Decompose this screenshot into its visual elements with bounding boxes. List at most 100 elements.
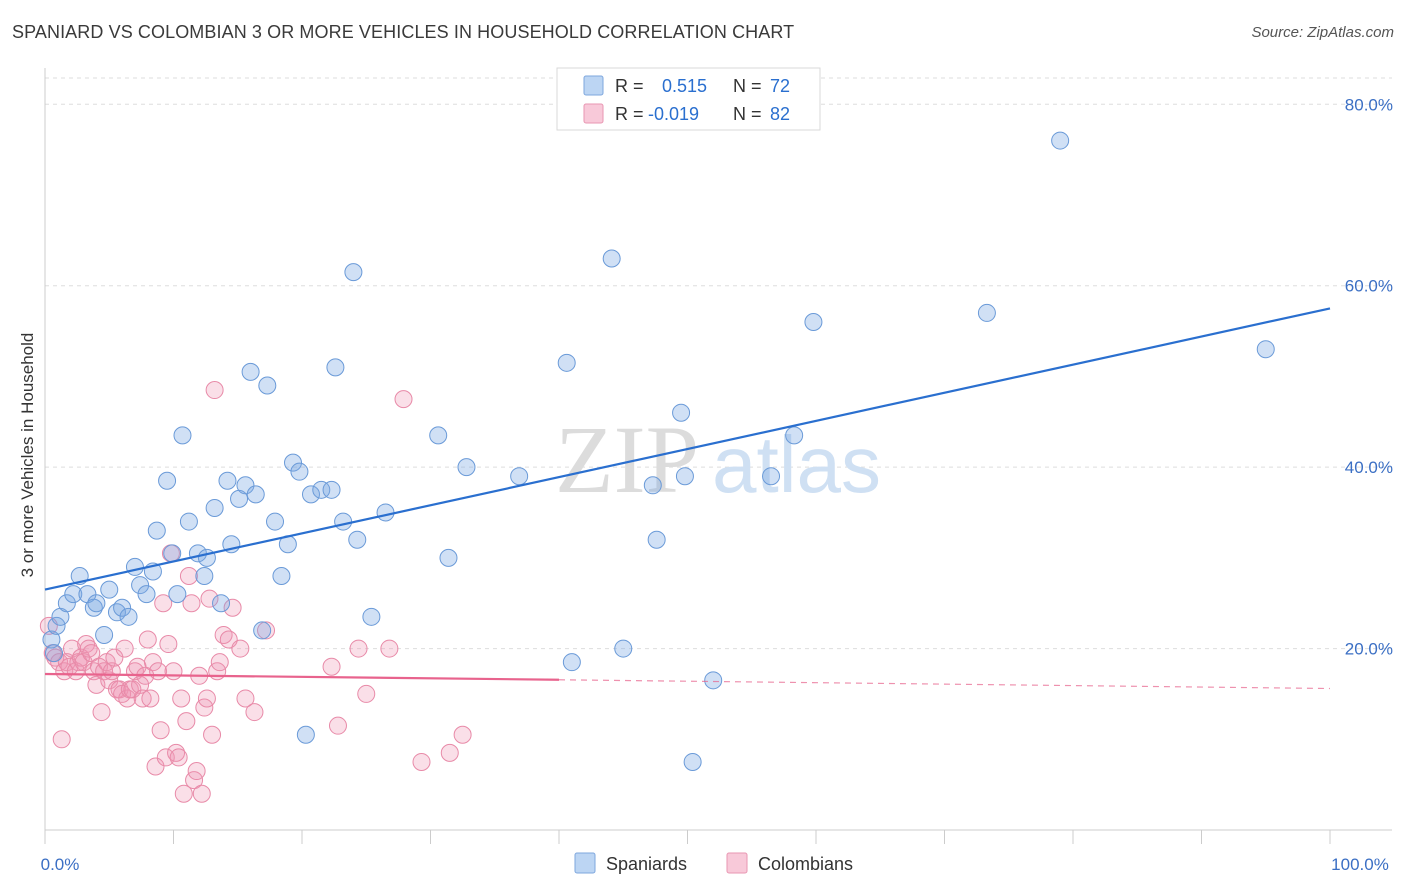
colombian-point: [154, 594, 173, 613]
spaniard-point: [158, 471, 177, 490]
colombian-point: [115, 639, 134, 658]
spaniard-point: [125, 557, 144, 576]
colombian-point: [164, 662, 183, 681]
colombian-point: [205, 381, 224, 400]
colombian-point: [105, 648, 124, 667]
watermark-zip: ZIP: [555, 406, 699, 513]
colombian-point: [179, 567, 198, 585]
spaniard-point: [212, 594, 231, 613]
legend-bottom-label-spaniards: Spaniards: [606, 854, 687, 874]
spaniard-point: [173, 426, 192, 445]
spaniard-point: [137, 585, 156, 604]
colombian-point: [380, 639, 399, 658]
spaniard-point: [44, 644, 63, 663]
y-tick-label: 40.0%: [1345, 458, 1393, 477]
watermark: ZIP atlas: [555, 406, 881, 513]
spaniard-point: [195, 567, 214, 585]
colombian-point: [453, 725, 472, 744]
watermark-atlas: atlas: [712, 420, 881, 509]
legend-top: R = 0.515 N = 72 R = -0.019 N = 82: [556, 67, 821, 131]
spaniard-point: [348, 530, 367, 549]
colombian-point: [257, 621, 276, 640]
legend-bottom: Spaniards Colombians: [574, 852, 853, 874]
legend-swatch-colombians: [583, 103, 604, 124]
colombian-point: [394, 390, 413, 409]
x-tick-label-max: 100.0%: [1331, 855, 1389, 874]
spaniard-point: [253, 621, 272, 640]
legend-bottom-swatch-spaniards: [574, 852, 596, 874]
spaniard-point: [301, 485, 320, 504]
colombian-point: [141, 689, 160, 708]
colombian-point: [131, 675, 150, 694]
y-axis-label: 3 or more Vehicles in Household: [18, 333, 37, 578]
spaniard-point: [322, 480, 341, 499]
spaniard-point: [675, 467, 694, 486]
colombian-point: [203, 725, 222, 744]
colombian-point: [133, 689, 152, 708]
spaniard-point: [326, 358, 345, 377]
legend-n-label-1: N =: [733, 76, 762, 96]
spaniard-point: [42, 630, 61, 649]
colombian-point: [156, 748, 175, 767]
spaniard-point: [643, 476, 662, 495]
colombian-point: [177, 712, 196, 731]
spaniard-point: [614, 639, 633, 658]
spaniard-point: [429, 426, 448, 445]
spaniard-point: [977, 303, 996, 322]
grid: [45, 77, 1392, 650]
spaniard-point: [258, 376, 277, 395]
legend-r-value-2: -0.019: [648, 104, 699, 124]
spaniard-point: [1256, 340, 1275, 359]
spaniard-point: [147, 521, 166, 540]
colombians-trend-line-extension: [558, 679, 1331, 690]
spaniard-point: [95, 625, 114, 644]
colombian-point: [92, 703, 111, 722]
trend-lines: [44, 307, 1331, 690]
colombian-point: [182, 594, 201, 613]
colombian-point: [440, 743, 459, 762]
spaniard-point: [296, 725, 315, 744]
colombian-point: [82, 644, 101, 663]
colombian-point: [159, 635, 178, 654]
colombian-point: [349, 639, 368, 658]
spaniard-point: [439, 548, 458, 567]
colombian-point: [412, 752, 431, 771]
colombian-point: [174, 784, 193, 803]
colombian-point: [169, 748, 188, 767]
spaniard-point: [113, 598, 132, 617]
axes: [44, 68, 1392, 831]
colombian-point: [210, 653, 229, 672]
colombian-point: [146, 757, 165, 776]
spaniard-point: [272, 567, 291, 585]
spaniard-point: [376, 503, 395, 522]
colombians-trend-line: [44, 672, 560, 681]
colombian-point: [52, 730, 71, 749]
spaniard-point: [47, 616, 66, 635]
spaniards-points: [42, 131, 1275, 771]
legend-r-label-2: R =: [615, 104, 644, 124]
colombian-point: [231, 639, 250, 658]
legend-n-value-1: 72: [770, 76, 790, 96]
x-ticks: [44, 830, 1331, 844]
spaniard-point: [246, 485, 265, 504]
spaniard-point: [241, 362, 260, 381]
colombian-point: [200, 589, 219, 608]
x-tick-label-min: 0.0%: [41, 855, 80, 874]
spaniard-point: [704, 671, 723, 690]
colombian-point: [143, 653, 162, 672]
source-credit: Source: ZipAtlas.com: [1251, 24, 1394, 41]
spaniard-point: [64, 585, 83, 604]
spaniard-point: [683, 752, 702, 771]
spaniard-point: [510, 467, 529, 486]
legend-r-value-1: 0.515: [662, 76, 707, 96]
spaniard-point: [344, 263, 363, 282]
spaniard-point: [179, 512, 198, 531]
spaniard-point: [557, 353, 576, 372]
spaniard-point: [457, 458, 476, 477]
colombian-point: [192, 784, 211, 803]
spaniard-point: [168, 585, 187, 604]
spaniard-point: [284, 453, 303, 472]
colombian-point: [322, 657, 341, 676]
spaniard-point: [334, 512, 353, 531]
